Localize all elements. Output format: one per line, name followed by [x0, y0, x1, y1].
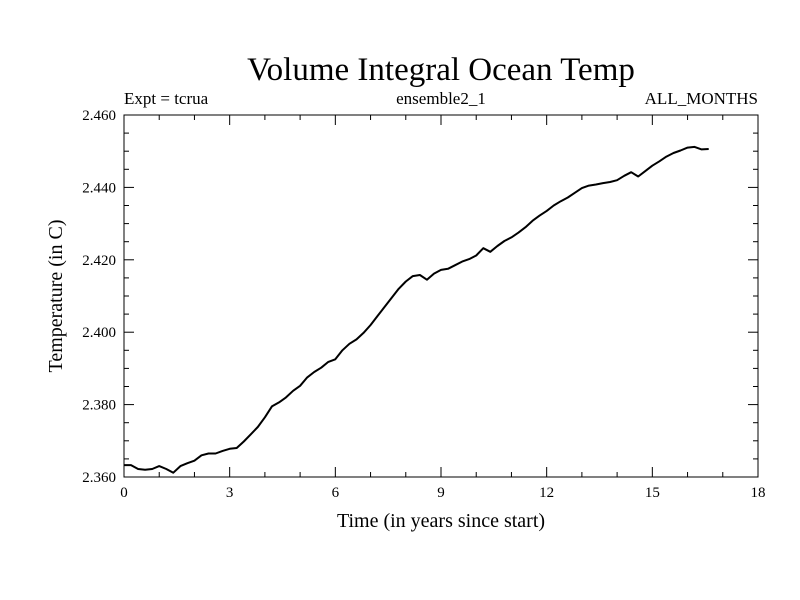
header-center-label: ensemble2_1: [396, 89, 486, 108]
x-axis-title: Time (in years since start): [337, 510, 545, 532]
x-tick-label: 9: [437, 485, 445, 501]
x-tick-label: 0: [120, 485, 128, 501]
y-axis-ticks: [124, 114, 758, 478]
y-tick-label: 2.440: [82, 180, 116, 196]
chart-title: Volume Integral Ocean Temp: [247, 52, 635, 88]
series-line-volume-integral-ocean-temp: [124, 145, 709, 474]
x-tick-label: 3: [226, 485, 234, 501]
y-tick-label: 2.380: [82, 398, 116, 414]
header-left-label: Expt = tcrua: [124, 89, 209, 108]
x-tick-label: 18: [751, 485, 766, 501]
x-axis-tick-labels: 0 3 6 9 12 15 18: [120, 485, 765, 501]
x-tick-label: 15: [645, 485, 660, 501]
y-axis-title: Temperature (in C): [45, 220, 67, 373]
header-right-label: ALL_MONTHS: [645, 89, 758, 108]
y-tick-label: 2.460: [82, 108, 116, 124]
y-tick-label: 2.420: [82, 253, 116, 269]
x-tick-label: 6: [332, 485, 340, 501]
y-tick-label: 2.360: [82, 470, 116, 486]
x-tick-label: 12: [539, 485, 554, 501]
y-axis-tick-labels: 2.360 2.380 2.400 2.420 2.440 2.460: [82, 108, 116, 486]
y-tick-label: 2.400: [82, 325, 116, 341]
x-axis-ticks: [123, 115, 759, 477]
